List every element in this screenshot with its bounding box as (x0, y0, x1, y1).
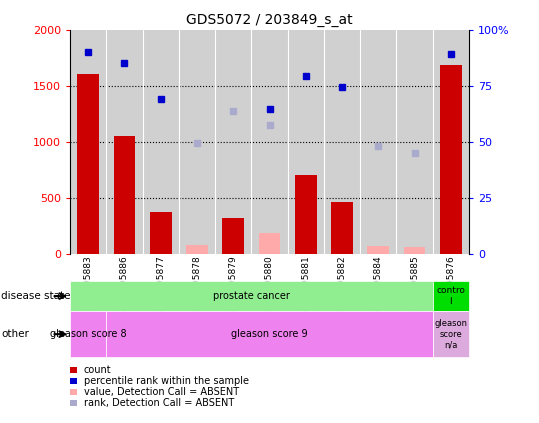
Text: gleason score 8: gleason score 8 (50, 329, 127, 339)
Text: value, Detection Call = ABSENT: value, Detection Call = ABSENT (84, 387, 239, 397)
Text: disease state: disease state (1, 291, 71, 301)
Text: gleason score 9: gleason score 9 (231, 329, 308, 339)
Text: count: count (84, 365, 111, 375)
Text: prostate cancer: prostate cancer (213, 291, 290, 301)
Text: contro
l: contro l (437, 286, 465, 306)
Bar (331, 202, 353, 254)
Bar (186, 245, 208, 254)
Text: other: other (1, 329, 29, 339)
Text: percentile rank within the sample: percentile rank within the sample (84, 376, 248, 386)
Bar (223, 218, 244, 254)
Bar (295, 175, 316, 254)
Bar (440, 66, 462, 254)
Bar (114, 136, 135, 254)
Bar (404, 247, 425, 254)
Bar (259, 233, 280, 254)
Title: GDS5072 / 203849_s_at: GDS5072 / 203849_s_at (186, 13, 353, 27)
Bar (368, 246, 389, 254)
Bar (77, 74, 99, 254)
Text: gleason
score
n/a: gleason score n/a (434, 319, 467, 349)
Bar (150, 212, 171, 254)
Text: rank, Detection Call = ABSENT: rank, Detection Call = ABSENT (84, 398, 234, 408)
